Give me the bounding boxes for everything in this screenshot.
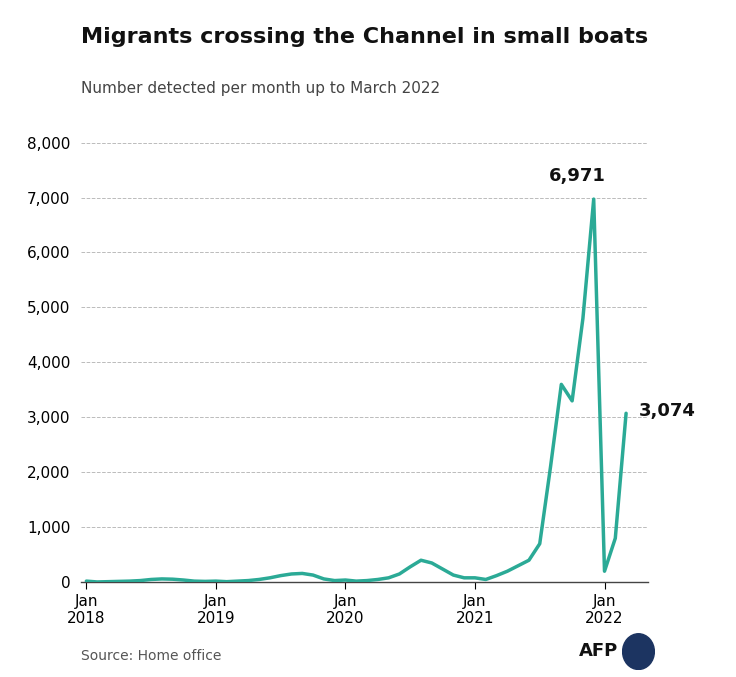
Text: Migrants crossing the Channel in small boats: Migrants crossing the Channel in small b… bbox=[81, 27, 648, 47]
Text: AFP: AFP bbox=[579, 642, 618, 660]
Text: 3,074: 3,074 bbox=[639, 401, 696, 420]
Text: Source: Home office: Source: Home office bbox=[81, 649, 222, 663]
Text: Number detected per month up to March 2022: Number detected per month up to March 20… bbox=[81, 81, 440, 96]
Circle shape bbox=[623, 634, 654, 670]
Text: 6,971: 6,971 bbox=[549, 167, 606, 185]
